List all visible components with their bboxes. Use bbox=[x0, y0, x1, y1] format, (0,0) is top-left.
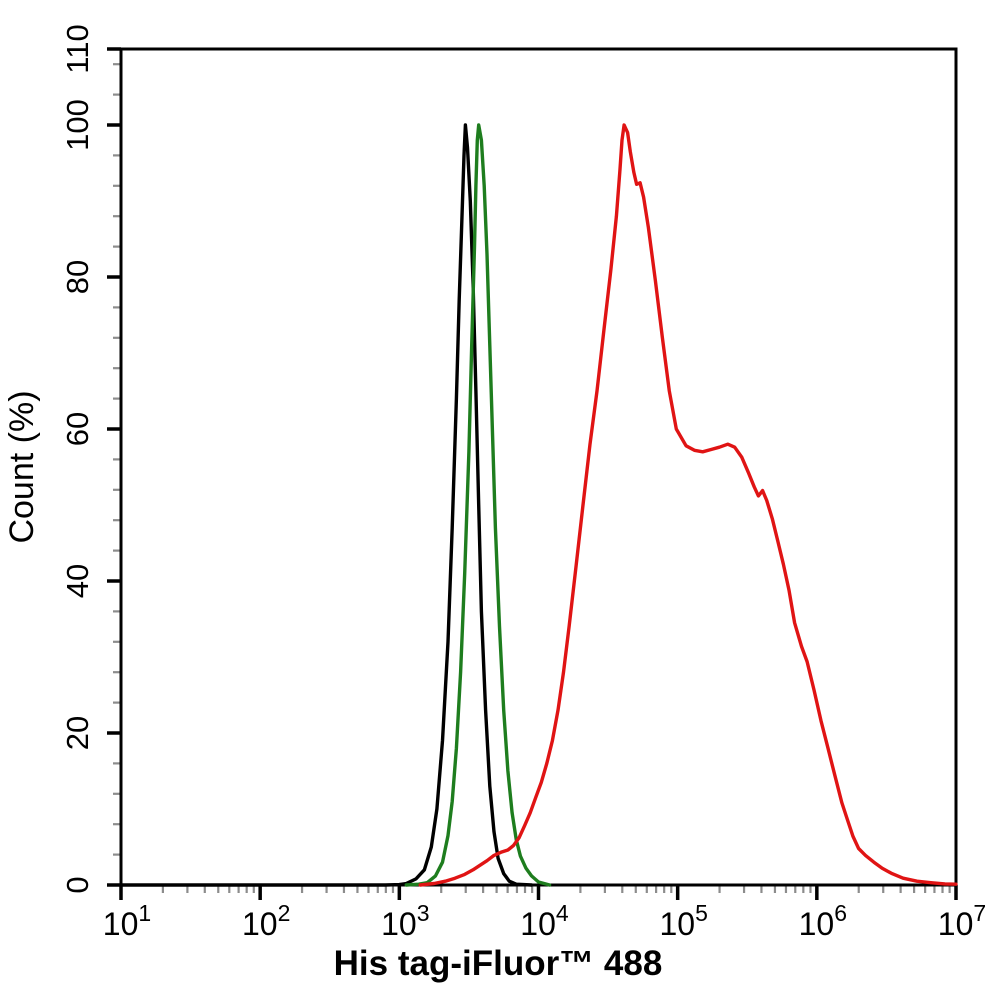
x-tick-label: 102 bbox=[242, 900, 290, 942]
y-tick-label: 60 bbox=[60, 412, 95, 446]
y-tick-label: 40 bbox=[60, 564, 95, 598]
y-axis-title: Count (%) bbox=[3, 390, 41, 543]
axis-ticks-layer bbox=[107, 47, 958, 900]
x-axis-title: His tag-iFluor™ 488 bbox=[334, 944, 663, 983]
tick-labels-layer: 0 20 40 60 80 100 110 101 102 103 104 105 106 107 bbox=[60, 24, 986, 942]
y-tick-label: 110 bbox=[60, 24, 95, 73]
curves-layer bbox=[119, 123, 958, 887]
x-tick-label: 103 bbox=[381, 900, 429, 942]
series-black-curve bbox=[119, 123, 534, 887]
x-tick-label: 101 bbox=[103, 900, 151, 942]
x-tick-label: 106 bbox=[799, 900, 847, 942]
series-red-curve bbox=[418, 123, 958, 887]
x-tick-label: 107 bbox=[938, 900, 986, 942]
y-tick-label: 0 bbox=[60, 876, 95, 893]
y-tick-label: 80 bbox=[60, 260, 95, 294]
x-tick-label: 105 bbox=[659, 900, 707, 942]
series-green-curve bbox=[404, 123, 552, 887]
x-tick-label: 104 bbox=[520, 900, 569, 942]
plot-frame bbox=[119, 47, 958, 887]
y-tick-label: 20 bbox=[60, 716, 95, 750]
y-tick-label: 100 bbox=[60, 99, 95, 151]
